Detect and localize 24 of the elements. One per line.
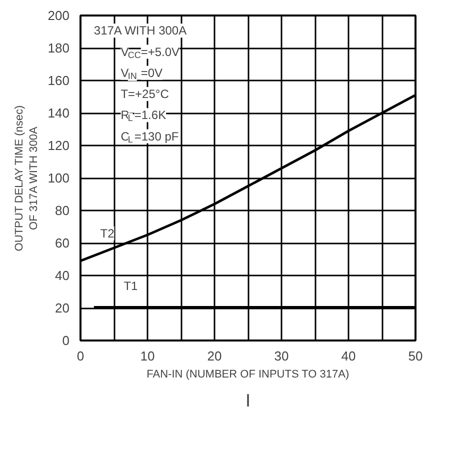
y-axis-title: OUTPUT DELAY TIME (nsec) OF 317A WITH 300A [13,105,40,252]
y-tick-label: 60 [55,236,70,250]
series-label: T1 [124,279,138,294]
annotation: 317A WITH 300A [94,24,187,38]
y-tick-label: 80 [55,203,70,218]
y-tick-label: 140 [48,106,70,120]
x-tick-label: 10 [140,348,155,364]
y-tick-label: 180 [48,40,70,56]
x-tick-label: 40 [341,348,356,364]
x-tick-label: 30 [274,348,289,364]
y-tick-label: 40 [55,268,70,283]
x-tick-label: 50 [408,348,423,364]
y-tick-label: 120 [48,138,70,153]
y-tick-label: 160 [48,73,70,88]
annotation: T=+25°C [120,87,170,101]
y-tick-label: 0 [62,333,70,348]
x-tick-label: 20 [207,348,222,364]
y-tick-label: 200 [48,8,70,23]
text: I [246,390,251,410]
y-tick-label: 20 [55,300,70,316]
x-axis-title: FAN-IN (NUMBER OF INPUTS TO 317A) [146,368,350,380]
y-tick-label: 100 [48,170,70,186]
series-label: T2 [100,226,115,240]
x-tick-label: 0 [76,348,84,364]
